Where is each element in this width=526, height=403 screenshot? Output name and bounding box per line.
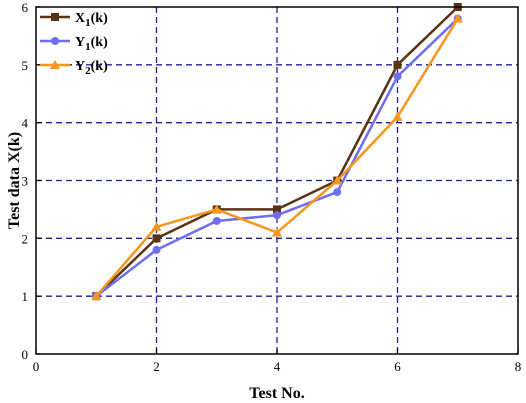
data-point	[212, 216, 221, 225]
legend-swatch-marker	[51, 13, 59, 21]
data-point	[152, 245, 161, 254]
y-tick-label: 6	[22, 0, 29, 15]
legend-swatch-marker	[51, 37, 59, 45]
y-tick-label: 2	[22, 231, 29, 246]
legend-item: Y1(k)	[40, 35, 108, 53]
legend-item: Y2(k)	[40, 59, 108, 77]
data-point	[152, 234, 161, 243]
series-3	[91, 13, 463, 301]
legend-swatch-marker	[50, 60, 60, 69]
data-point	[273, 205, 281, 214]
x-tick-label: 0	[33, 359, 40, 374]
grid	[36, 7, 518, 354]
legend: X1(k) Y1(k) Y2(k)	[40, 11, 108, 77]
legend-label: X1(k)	[75, 11, 108, 29]
data-point	[272, 227, 282, 237]
data-point	[333, 188, 342, 197]
y-tick-label: 3	[22, 174, 29, 189]
y-tick-label: 5	[22, 58, 29, 73]
legend-item: X1(k)	[40, 11, 108, 29]
series-layer	[91, 3, 463, 301]
x-tick-label: 8	[515, 359, 522, 374]
data-point	[452, 13, 463, 23]
axis-ticks: 0 2 4 6 8 0 1 2 3 4 5 6	[22, 0, 522, 374]
x-tick-label: 2	[153, 359, 160, 374]
y-axis-title: Test data X(k)	[6, 132, 23, 229]
legend-label: Y2(k)	[75, 59, 108, 77]
data-point	[151, 221, 162, 231]
x-tick-label: 6	[394, 359, 401, 374]
x-tick-label: 4	[274, 359, 281, 374]
legend-label: Y1(k)	[75, 35, 108, 53]
data-point	[392, 111, 403, 121]
y-tick-label: 4	[22, 116, 29, 131]
data-point	[91, 291, 102, 301]
x-axis-title: Test No.	[249, 385, 304, 402]
y-tick-label: 1	[22, 289, 29, 304]
data-point	[273, 211, 281, 220]
data-point	[211, 204, 222, 214]
data-point	[393, 60, 402, 69]
y-tick-label: 0	[22, 347, 29, 362]
data-point	[393, 72, 402, 81]
data-point	[332, 175, 343, 185]
